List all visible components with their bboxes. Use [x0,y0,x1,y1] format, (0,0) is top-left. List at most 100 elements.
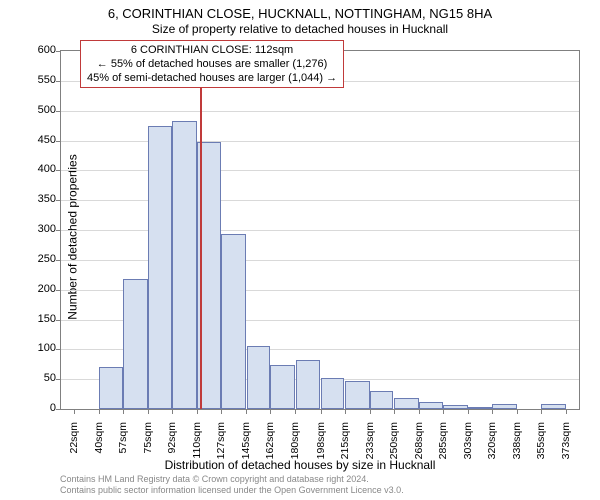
x-tick-mark [270,410,271,414]
gridline [61,230,579,231]
y-tick-label: 600 [16,44,56,56]
gridline [61,111,579,112]
y-tick-label: 300 [16,223,56,235]
histogram-bar [172,121,197,409]
x-tick-label: 215sqm [339,422,351,472]
x-tick-label: 320sqm [486,422,498,472]
x-tick-mark [148,410,149,414]
x-tick-label: 268sqm [413,422,425,472]
x-tick-label: 40sqm [93,422,105,472]
x-tick-label: 145sqm [240,422,252,472]
y-tick-mark [56,230,60,231]
x-tick-label: 285sqm [437,422,449,472]
x-tick-mark [295,410,296,414]
x-tick-label: 127sqm [215,422,227,472]
y-tick-mark [56,200,60,201]
reference-line [200,51,202,409]
x-tick-label: 198sqm [315,422,327,472]
histogram-bar [321,378,344,409]
histogram-bar [419,402,442,409]
annotation-line-2: ← 55% of detached houses are smaller (1,… [87,57,337,71]
histogram-bar [99,367,122,409]
y-tick-mark [56,170,60,171]
y-tick-label: 0 [16,402,56,414]
x-tick-mark [246,410,247,414]
gridline [61,200,579,201]
y-tick-mark [56,141,60,142]
histogram-bar [443,405,468,409]
annotation-line-1: 6 CORINTHIAN CLOSE: 112sqm [87,43,337,57]
x-tick-label: 233sqm [364,422,376,472]
y-tick-mark [56,349,60,350]
x-tick-mark [394,410,395,414]
x-tick-label: 250sqm [388,422,400,472]
gridline [61,170,579,171]
y-tick-label: 150 [16,313,56,325]
x-tick-mark [468,410,469,414]
x-tick-mark [419,410,420,414]
gridline [61,260,579,261]
x-tick-label: 373sqm [560,422,572,472]
histogram-bar [345,381,370,409]
y-tick-mark [56,111,60,112]
x-tick-mark [345,410,346,414]
histogram-bar [296,360,321,409]
plot-area [60,50,580,410]
x-tick-label: 75sqm [142,422,154,472]
x-tick-label: 303sqm [462,422,474,472]
x-tick-mark [74,410,75,414]
chart-title-main: 6, CORINTHIAN CLOSE, HUCKNALL, NOTTINGHA… [0,6,600,21]
y-tick-label: 200 [16,283,56,295]
histogram-bar [370,391,393,409]
x-tick-mark [172,410,173,414]
footnote: Contains HM Land Registry data © Crown c… [60,474,404,496]
chart-container: 6, CORINTHIAN CLOSE, HUCKNALL, NOTTINGHA… [0,0,600,500]
histogram-bar [148,126,171,409]
x-tick-label: 110sqm [191,422,203,472]
x-tick-label: 162sqm [264,422,276,472]
y-tick-label: 500 [16,104,56,116]
x-tick-mark [370,410,371,414]
x-tick-label: 180sqm [289,422,301,472]
footnote-line-1: Contains HM Land Registry data © Crown c… [60,474,404,485]
x-tick-mark [517,410,518,414]
x-tick-mark [221,410,222,414]
y-tick-label: 100 [16,342,56,354]
x-tick-mark [123,410,124,414]
histogram-bar [123,279,148,409]
x-tick-label: 57sqm [117,422,129,472]
y-tick-label: 450 [16,134,56,146]
histogram-bar [270,365,295,409]
annotation-box: 6 CORINTHIAN CLOSE: 112sqm ← 55% of deta… [80,40,344,88]
x-tick-label: 92sqm [166,422,178,472]
x-tick-mark [197,410,198,414]
x-tick-label: 338sqm [511,422,523,472]
y-tick-mark [56,81,60,82]
y-tick-mark [56,260,60,261]
x-tick-mark [99,410,100,414]
histogram-bar [541,404,566,409]
y-tick-label: 350 [16,193,56,205]
x-tick-mark [443,410,444,414]
histogram-bar [394,398,419,409]
y-tick-label: 50 [16,372,56,384]
x-tick-mark [321,410,322,414]
chart-title-sub: Size of property relative to detached ho… [0,22,600,36]
histogram-bar [492,404,517,409]
x-tick-mark [541,410,542,414]
y-tick-mark [56,320,60,321]
y-tick-label: 400 [16,163,56,175]
y-tick-label: 550 [16,74,56,86]
histogram-bar [221,234,246,409]
histogram-bar [468,407,491,409]
x-tick-label: 22sqm [68,422,80,472]
gridline [61,141,579,142]
x-tick-mark [492,410,493,414]
x-tick-label: 355sqm [535,422,547,472]
y-tick-label: 250 [16,253,56,265]
histogram-bar [247,346,270,409]
y-tick-mark [56,290,60,291]
y-tick-mark [56,51,60,52]
y-tick-mark [56,409,60,410]
y-tick-mark [56,379,60,380]
